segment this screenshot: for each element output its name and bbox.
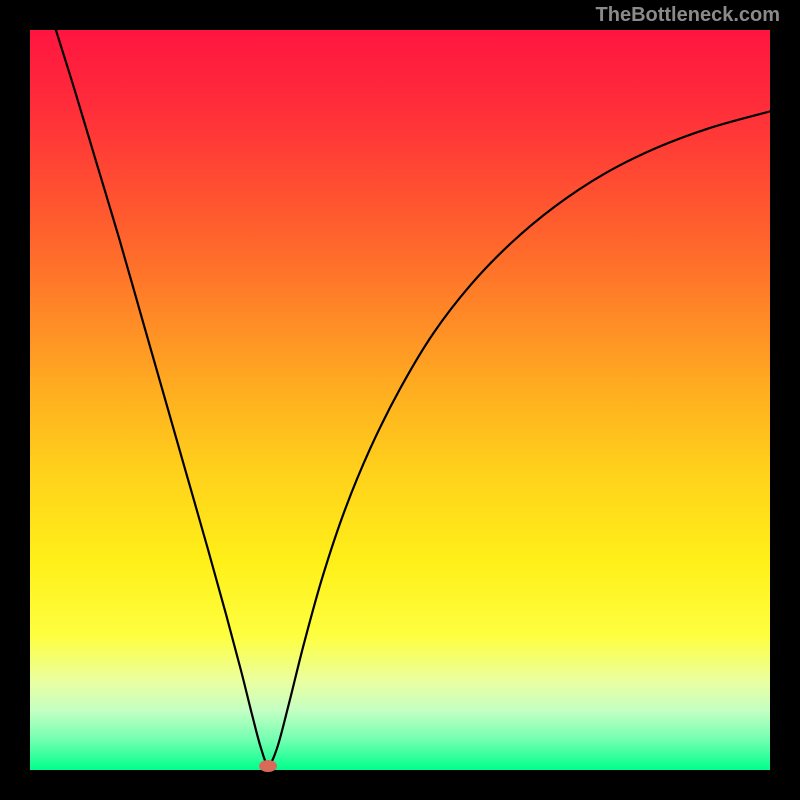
- bottleneck-curve: [30, 30, 770, 770]
- vertex-marker: [259, 760, 277, 772]
- watermark-text: TheBottleneck.com: [596, 4, 780, 27]
- curve-path: [56, 30, 770, 765]
- plot-area: [30, 30, 770, 770]
